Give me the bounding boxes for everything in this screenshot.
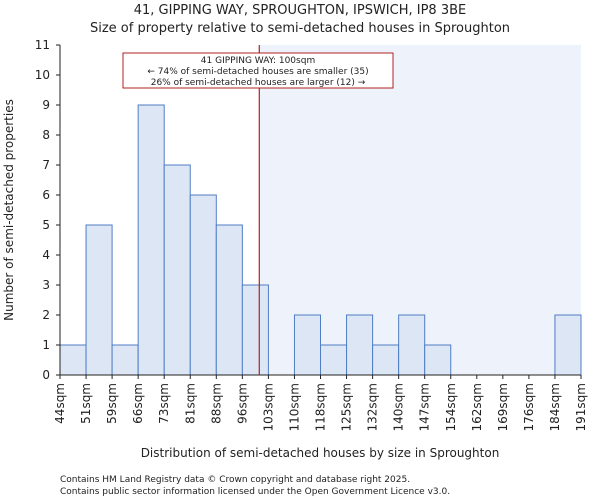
x-tick-label: 96sqm [235,383,249,424]
bar-81sqm [189,194,217,376]
x-tick-label: 59sqm [105,383,119,424]
y-tick-label: 1 [42,338,50,352]
x-tick-label: 88sqm [209,383,223,424]
annotation-line-2: ← 74% of semi-detached houses are smalle… [147,67,368,77]
x-tick-label: 110sqm [287,383,301,431]
x-tick-label: 162sqm [470,383,484,431]
bar-110sqm [293,314,322,376]
bar-44sqm [59,344,87,376]
chart-title: 41, GIPPING WAY, SPROUGHTON, IPSWICH, IP… [134,3,466,18]
footer-line-1: Contains HM Land Registry data © Crown c… [60,475,410,485]
annotation-box: 41 GIPPING WAY: 100sqm ← 74% of semi-det… [122,52,394,89]
bar-51sqm [85,224,113,376]
x-tick-label: 147sqm [418,383,432,431]
x-tick-label: 191sqm [574,383,588,431]
bar-88sqm [215,224,243,376]
y-axis-label: Number of semi-detached properties [2,99,16,321]
y-tick-label: 7 [42,158,50,172]
x-tick-label: 66sqm [131,383,145,424]
x-tick-label: 154sqm [444,383,458,431]
y-tick-label: 6 [42,188,50,202]
y-tick-label: 9 [42,98,50,112]
x-tick-label: 81sqm [183,383,197,424]
x-tick-label: 51sqm [79,383,93,424]
y-tick-label: 4 [42,248,50,262]
bar-59sqm [111,344,139,376]
bar-125sqm [346,314,374,376]
annotation-line-3: 26% of semi-detached houses are larger (… [151,78,366,88]
x-tick-label: 103sqm [261,383,275,431]
x-tick-label: 44sqm [53,383,67,424]
y-tick-label: 3 [42,278,50,292]
bar-140sqm [398,314,426,376]
x-tick-label: 73sqm [157,383,171,424]
x-tick-label: 132sqm [366,383,380,431]
bar-66sqm [137,104,165,376]
annotation-line-1: 41 GIPPING WAY: 100sqm [201,56,315,66]
x-tick-label: 184sqm [548,383,562,431]
y-tick-label: 10 [35,68,50,82]
footer-line-2: Contains public sector information licen… [60,487,450,497]
x-axis-label: Distribution of semi-detached houses by … [141,446,500,460]
y-tick-label: 5 [42,218,50,232]
x-tick-label: 118sqm [314,383,328,431]
x-tick-label: 125sqm [340,383,354,431]
bar-132sqm [372,344,400,376]
bar-118sqm [320,344,348,376]
y-tick-label: 11 [35,38,50,52]
x-tick-label: 176sqm [522,383,536,431]
bar-73sqm [163,164,191,376]
y-tick-label: 0 [42,368,50,382]
x-tick-label: 169sqm [496,383,510,431]
bar-147sqm [424,344,452,376]
bar-96sqm [241,284,269,376]
bar-184sqm [554,314,582,376]
y-tick-label: 2 [42,308,50,322]
chart-subtitle: Size of property relative to semi-detach… [90,21,510,36]
x-tick-label: 140sqm [392,383,406,431]
y-tick-label: 8 [42,128,50,142]
